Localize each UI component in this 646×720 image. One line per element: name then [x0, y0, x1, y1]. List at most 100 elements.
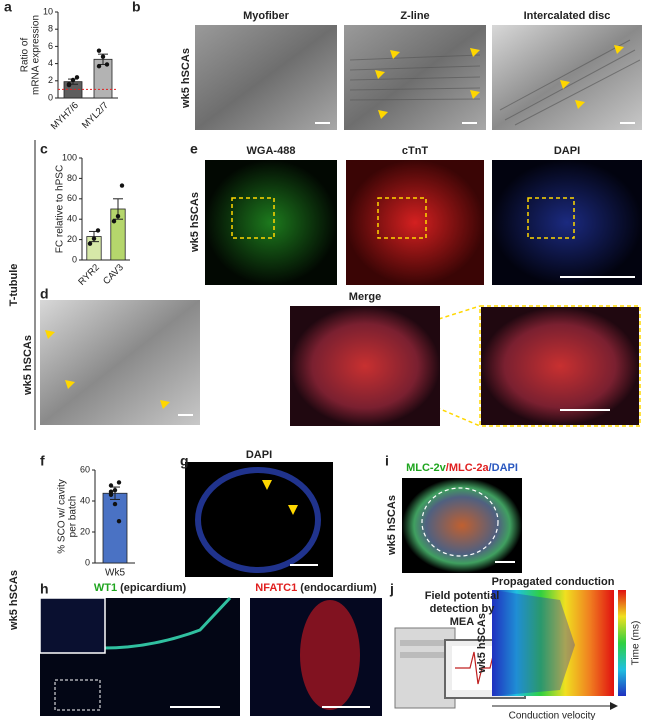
bar [93, 58, 113, 99]
dapi-image [185, 462, 333, 577]
panel-letter: g [180, 453, 189, 469]
em-image [40, 300, 200, 425]
fluorescence-image [205, 160, 337, 285]
side-label: wk5 hSCAs [180, 48, 192, 109]
panel-title: WT1 (epicardium) [94, 582, 187, 594]
side-label: Time (ms) [631, 621, 642, 666]
side-label: wk5 hSCAs [22, 335, 34, 396]
data-point [104, 62, 110, 67]
data-point [108, 489, 114, 494]
panel-letter: f [40, 453, 45, 469]
arrowheads [45, 330, 170, 409]
organoid-outline [195, 467, 321, 573]
x-tick-label: Wk5 [105, 568, 125, 579]
y-axis-label: FC relative to hPSC [55, 165, 66, 253]
side-label: wk5 hSCAs [476, 613, 488, 674]
panel-letter: h [40, 581, 49, 597]
data-point [87, 241, 93, 246]
data-point [96, 63, 102, 69]
y-tick-label: 10 [43, 6, 53, 16]
y-tick-label: 0 [85, 557, 90, 567]
panel-title: DAPI [554, 145, 580, 157]
panel-letter: e [190, 141, 198, 157]
fluorescence-image [346, 160, 484, 285]
inset [39, 597, 106, 654]
data-point [112, 487, 118, 493]
data-point [112, 501, 118, 507]
arrowheads [262, 480, 298, 515]
side-label: wk5 hSCAs [386, 495, 398, 556]
caption: detection by [430, 603, 496, 615]
data-point [115, 213, 121, 219]
y-tick-label: 0 [72, 254, 77, 264]
y-tick-label: 80 [67, 173, 77, 183]
panel-title: Myofiber [243, 10, 290, 22]
y-tick-label: 60 [80, 464, 90, 474]
inset-box [54, 679, 101, 711]
panel-title: MLC-2v/MLC-2a/DAPI [406, 462, 518, 474]
title-part: NFATC1 [255, 582, 297, 594]
y-tick-label: 40 [80, 495, 90, 505]
data-point [108, 492, 114, 497]
panel-title: Merge [349, 291, 381, 303]
data-point [116, 480, 122, 485]
y-tick-label: 60 [67, 193, 77, 203]
arrowheads [375, 45, 624, 119]
y-tick-label: 40 [67, 214, 77, 224]
title-part: MLC-2v [406, 462, 447, 474]
y-tick-label: 0 [48, 92, 53, 102]
fluorescence-image [492, 160, 642, 285]
caption: MEA [450, 616, 475, 628]
side-label: wk5 hSCAs [8, 570, 20, 631]
data-point [116, 518, 122, 524]
panel-letter: i [385, 453, 389, 469]
panel-title: DAPI [246, 449, 272, 461]
y-tick-label: 6 [48, 41, 53, 51]
title-part: (epicardium) [117, 582, 186, 594]
y-axis-label: Ratio of [20, 38, 31, 73]
data-point [70, 77, 76, 83]
y-tick-label: 2 [48, 75, 53, 85]
striations [349, 39, 641, 126]
x-tick-label: MYL2/7 [80, 100, 111, 131]
em-image [492, 25, 642, 130]
title-part: /DAPI [489, 462, 518, 474]
merge-image [290, 306, 440, 426]
data-point [111, 219, 117, 224]
panel-title: Intercalated disc [524, 10, 611, 22]
title-part: /MLC-2a [446, 462, 490, 474]
y-tick-label: 20 [80, 526, 90, 536]
panel-letter: d [40, 286, 49, 302]
heatmap [492, 590, 614, 696]
x-tick-label: MYH7/6 [49, 100, 81, 132]
fluorescence-image [402, 478, 522, 573]
data-point [108, 483, 114, 488]
caption: Field potential [425, 590, 500, 602]
panel-title: Z-line [400, 10, 429, 22]
data-point [119, 183, 125, 188]
y-axis-label: % SCO w/ cavity [57, 479, 68, 553]
panel-letter: j [389, 581, 394, 597]
y-tick-label: 8 [48, 24, 53, 34]
data-point [100, 54, 106, 59]
y-axis-label: mRNA expression [31, 15, 42, 95]
data-point [66, 82, 72, 87]
panel-title: Propagated conduction [492, 576, 615, 588]
panel-title: cTnT [402, 145, 429, 157]
y-tick-label: 20 [67, 234, 77, 244]
y-tick-label: 100 [62, 152, 77, 162]
y-axis-label: per batch [68, 496, 79, 538]
data-point [95, 228, 101, 233]
data-point [91, 236, 97, 241]
axis-label: Conduction velocity [509, 711, 596, 720]
panel-letter: c [40, 141, 48, 157]
data-point [96, 48, 102, 53]
panel-letter: a [4, 0, 12, 15]
data-point [74, 75, 80, 80]
title-part: WT1 [94, 582, 117, 594]
em-image [195, 25, 337, 130]
x-tick-label: CAV3 [101, 262, 126, 287]
panel-letter: b [132, 0, 141, 15]
wavefront [492, 590, 575, 696]
title-part: (endocardium) [297, 582, 377, 594]
